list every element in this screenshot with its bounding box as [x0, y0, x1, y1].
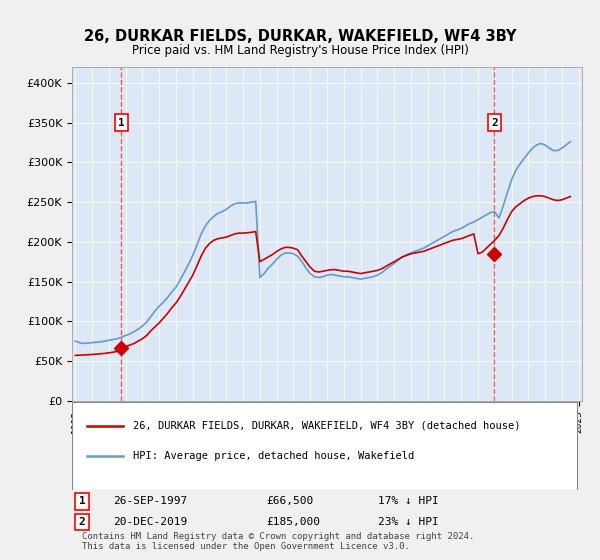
Text: Contains HM Land Registry data © Crown copyright and database right 2024.
This d: Contains HM Land Registry data © Crown c… [82, 532, 475, 552]
Text: 1: 1 [118, 118, 125, 128]
FancyBboxPatch shape [72, 402, 577, 491]
Text: 26, DURKAR FIELDS, DURKAR, WAKEFIELD, WF4 3BY: 26, DURKAR FIELDS, DURKAR, WAKEFIELD, WF… [84, 29, 516, 44]
Text: 23% ↓ HPI: 23% ↓ HPI [378, 517, 439, 527]
Text: 1: 1 [79, 496, 86, 506]
Text: HPI: Average price, detached house, Wakefield: HPI: Average price, detached house, Wake… [133, 451, 415, 461]
Text: 26-SEP-1997: 26-SEP-1997 [113, 496, 187, 506]
Text: 2: 2 [491, 118, 497, 128]
Text: 2: 2 [79, 517, 86, 527]
Text: 26, DURKAR FIELDS, DURKAR, WAKEFIELD, WF4 3BY (detached house): 26, DURKAR FIELDS, DURKAR, WAKEFIELD, WF… [133, 421, 521, 431]
Text: 17% ↓ HPI: 17% ↓ HPI [378, 496, 439, 506]
Text: £66,500: £66,500 [266, 496, 313, 506]
Text: 20-DEC-2019: 20-DEC-2019 [113, 517, 187, 527]
Text: Price paid vs. HM Land Registry's House Price Index (HPI): Price paid vs. HM Land Registry's House … [131, 44, 469, 57]
Text: £185,000: £185,000 [266, 517, 320, 527]
